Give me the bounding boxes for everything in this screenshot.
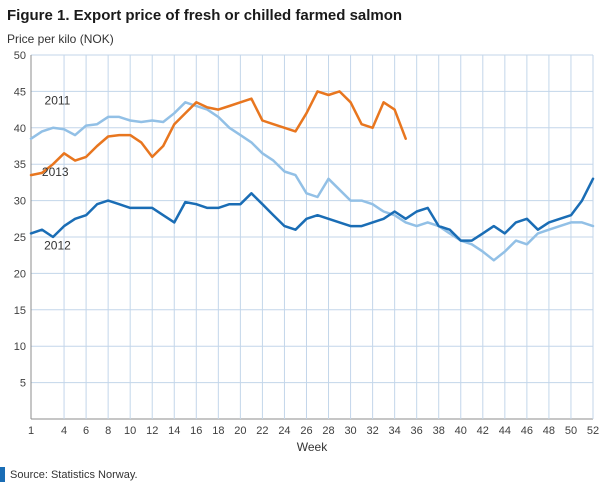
x-tick-label: 10 bbox=[124, 425, 136, 437]
source-text: Source: Statistics Norway. bbox=[10, 468, 138, 481]
x-tick-label: 26 bbox=[300, 425, 312, 437]
x-tick-label: 38 bbox=[433, 425, 445, 437]
x-tick-label: 18 bbox=[212, 425, 224, 437]
y-axis-title: Price per kilo (NOK) bbox=[7, 32, 114, 46]
x-tick-label: 44 bbox=[499, 425, 511, 437]
x-tick-label: 46 bbox=[521, 425, 533, 437]
x-tick-label: 16 bbox=[190, 425, 202, 437]
series-2011-line bbox=[29, 101, 595, 262]
x-tick-label: 1 bbox=[28, 425, 34, 437]
y-tick-label: 25 bbox=[14, 232, 26, 244]
x-tick-label: 20 bbox=[234, 425, 246, 437]
x-tick-label: 40 bbox=[455, 425, 467, 437]
x-axis-title: Week bbox=[297, 440, 328, 454]
series-2012-line bbox=[29, 177, 595, 242]
x-tick-label: 50 bbox=[565, 425, 577, 437]
y-tick-label: 10 bbox=[14, 341, 26, 353]
y-tick-label: 30 bbox=[14, 196, 26, 208]
x-tick-label: 6 bbox=[83, 425, 89, 437]
x-tick-label: 36 bbox=[411, 425, 423, 437]
y-tick-label: 45 bbox=[14, 86, 26, 98]
y-tick-label: 35 bbox=[14, 159, 26, 171]
x-tick-label: 30 bbox=[344, 425, 356, 437]
x-tick-label: 48 bbox=[543, 425, 555, 437]
series-label-2011: 2011 bbox=[45, 94, 71, 108]
x-tick-label: 28 bbox=[322, 425, 334, 437]
figure-title: Figure 1. Export price of fresh or chill… bbox=[7, 7, 403, 24]
x-tick-label: 8 bbox=[105, 425, 111, 437]
y-tick-label: 40 bbox=[14, 123, 26, 135]
x-tick-label: 52 bbox=[587, 425, 599, 437]
source-row: Source: Statistics Norway. bbox=[0, 467, 610, 482]
x-tick-label: 42 bbox=[477, 425, 489, 437]
series-label-2013: 2013 bbox=[42, 165, 69, 179]
x-tick-label: 32 bbox=[366, 425, 378, 437]
x-tick-label: 24 bbox=[278, 425, 290, 437]
series-label-2012: 2012 bbox=[44, 238, 71, 252]
x-tick-label: 22 bbox=[256, 425, 268, 437]
y-tick-label: 20 bbox=[14, 268, 26, 280]
ssb-blue-mark bbox=[0, 467, 5, 482]
series-2013-line bbox=[29, 90, 407, 177]
x-tick-label: 34 bbox=[389, 425, 401, 437]
x-tick-label: 12 bbox=[146, 425, 158, 437]
y-tick-label: 50 bbox=[14, 50, 26, 62]
x-tick-label: 14 bbox=[168, 425, 180, 437]
x-tick-label: 4 bbox=[61, 425, 67, 437]
y-tick-label: 15 bbox=[14, 305, 26, 317]
y-tick-label: 5 bbox=[20, 378, 26, 390]
